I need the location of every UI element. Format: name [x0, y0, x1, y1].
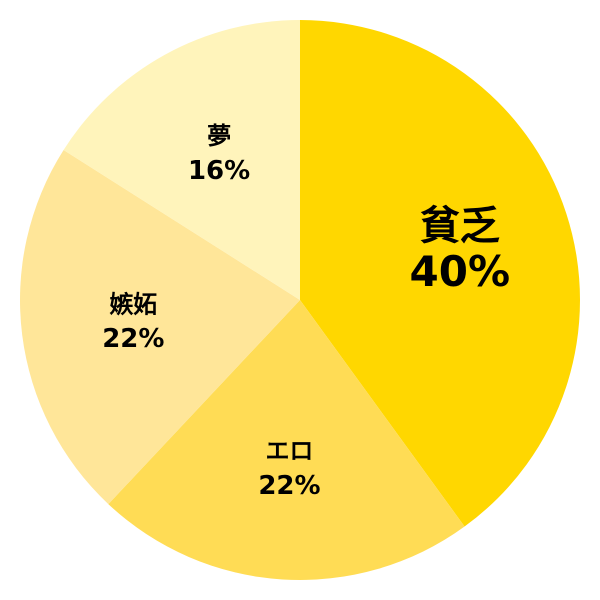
pie-slice — [108, 300, 465, 580]
pie-slice — [300, 20, 580, 527]
pie-slice — [19, 149, 300, 505]
slice-value-label: 22% — [258, 471, 320, 501]
slice-label: エロ — [265, 437, 313, 465]
slice-value-label: 22% — [102, 324, 164, 354]
pie-slice — [63, 20, 300, 300]
slice-value-label: 40% — [410, 247, 511, 296]
slice-label: 貧乏 — [420, 203, 500, 249]
slice-value-label: 16% — [188, 156, 250, 186]
slice-label: 夢 — [207, 122, 231, 150]
slice-label: 嫉妬 — [109, 290, 157, 318]
